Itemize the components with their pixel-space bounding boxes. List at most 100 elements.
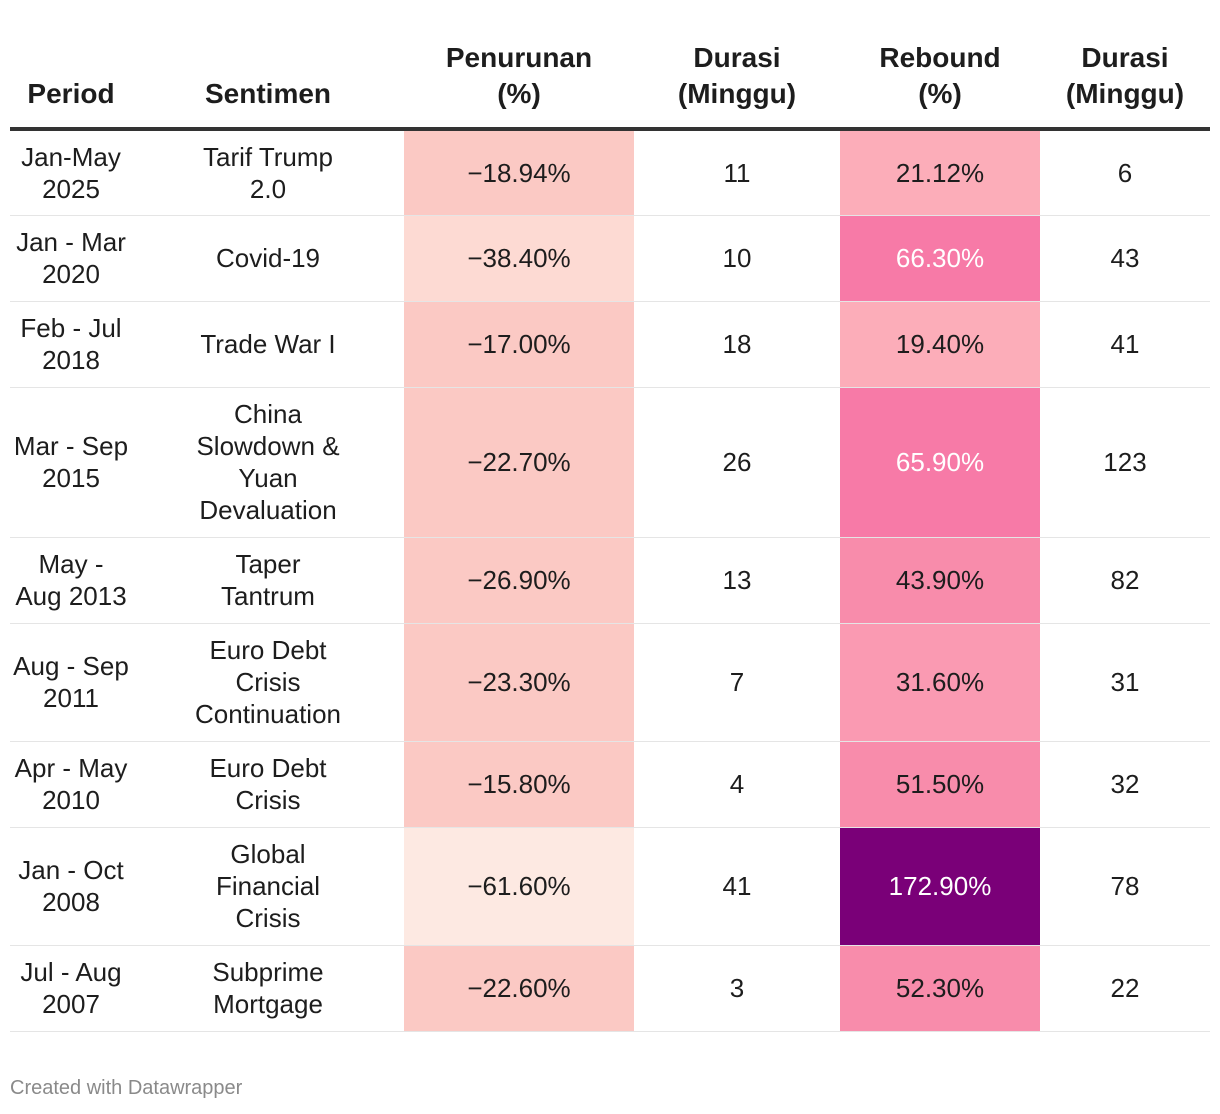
header-row: Period Sentimen Penurunan (%) Durasi (Ming… bbox=[10, 40, 1210, 131]
header-period-label: Period bbox=[27, 78, 115, 109]
cell-rebound: 21.12% bbox=[840, 129, 1040, 216]
footer-credit: Created with Datawrapper bbox=[10, 1077, 243, 1099]
cell-durasi-penurunan: 26 bbox=[634, 387, 840, 538]
sentimen-line: Subprime bbox=[212, 957, 324, 987]
cell-penurunan: −17.00% bbox=[404, 301, 634, 388]
cell-penurunan: −22.70% bbox=[404, 387, 634, 538]
sentimen-line: Crisis bbox=[235, 785, 301, 815]
cell-sentimen: Tarif Trump 2.0 bbox=[132, 129, 404, 216]
sentimen-line: Devaluation bbox=[199, 495, 337, 525]
header-rebound[interactable]: Rebound (%) bbox=[840, 40, 1040, 131]
cell-penurunan: −18.94% bbox=[404, 129, 634, 216]
sentimen-line: Tantrum bbox=[221, 581, 315, 611]
header-sentimen[interactable]: Sentimen bbox=[132, 40, 404, 131]
table-row: Aug - Sep 2011 Euro Debt Crisis Continuation… bbox=[10, 623, 1210, 742]
period-line: Mar - Sep bbox=[13, 431, 129, 461]
cell-rebound: 65.90% bbox=[840, 387, 1040, 538]
cell-durasi-penurunan: 11 bbox=[634, 129, 840, 216]
cell-sentimen: China Slowdown & Yuan Devaluation bbox=[132, 387, 404, 538]
cell-penurunan: −26.90% bbox=[404, 537, 634, 624]
sentimen-line: Crisis bbox=[235, 667, 301, 697]
cell-penurunan: −61.60% bbox=[404, 827, 634, 946]
cell-period: Aug - Sep 2011 bbox=[10, 623, 132, 742]
cell-penurunan: −15.80% bbox=[404, 741, 634, 828]
period-line: Jan - Oct bbox=[18, 855, 124, 885]
header-rebound-line2: (%) bbox=[918, 78, 962, 109]
cell-sentimen: Euro Debt Crisis Continuation bbox=[132, 623, 404, 742]
cell-period: Feb - Jul 2018 bbox=[10, 301, 132, 388]
period-line: Aug 2013 bbox=[15, 581, 127, 611]
sentimen-line: Mortgage bbox=[213, 989, 323, 1019]
period-line: 2010 bbox=[42, 785, 100, 815]
period-line: Jul - Aug bbox=[20, 957, 122, 987]
cell-period: Jan - Mar 2020 bbox=[10, 215, 132, 302]
sentimen-line: Crisis bbox=[235, 903, 301, 933]
period-line: Feb - Jul bbox=[20, 313, 122, 343]
cell-sentimen: Subprime Mortgage bbox=[132, 945, 404, 1032]
cell-period: Apr - May 2010 bbox=[10, 741, 132, 828]
cell-sentimen: Trade War I bbox=[132, 301, 404, 388]
sentimen-line: Covid-19 bbox=[215, 243, 321, 273]
header-penurunan-line2: (%) bbox=[497, 78, 541, 109]
sentimen-line: China bbox=[234, 399, 302, 429]
header-penurunan-line1: Penurunan bbox=[445, 42, 593, 73]
cell-period: May - Aug 2013 bbox=[10, 537, 132, 624]
cell-sentimen: Global Financial Crisis bbox=[132, 827, 404, 946]
cell-durasi-rebound: 43 bbox=[1040, 215, 1210, 302]
cell-rebound: 172.90% bbox=[840, 827, 1040, 946]
cell-durasi-penurunan: 10 bbox=[634, 215, 840, 302]
cell-period: Jan-May 2025 bbox=[10, 129, 132, 216]
table-row: Jan - Oct 2008 Global Financial Crisis −61.60… bbox=[10, 827, 1210, 946]
data-table-container: Period Sentimen Penurunan (%) Durasi (Ming… bbox=[10, 40, 1210, 1032]
period-line: Aug - Sep bbox=[13, 651, 129, 681]
table-row: Jul - Aug 2007 Subprime Mortgage −22.60% 3 52.… bbox=[10, 945, 1210, 1032]
cell-durasi-rebound: 22 bbox=[1040, 945, 1210, 1032]
cell-sentimen: Taper Tantrum bbox=[132, 537, 404, 624]
period-line: 2015 bbox=[42, 463, 100, 493]
table-row: Mar - Sep 2015 China Slowdown & Yuan Devaluat… bbox=[10, 387, 1210, 538]
table-row: May - Aug 2013 Taper Tantrum −26.90% 13 43.90%… bbox=[10, 537, 1210, 624]
header-period[interactable]: Period bbox=[10, 40, 132, 131]
cell-durasi-rebound: 32 bbox=[1040, 741, 1210, 828]
table-row: Jan - Mar 2020 Covid-19 −38.40% 10 66.30% 43 bbox=[10, 215, 1210, 302]
period-line: 2007 bbox=[42, 989, 100, 1019]
header-penurunan[interactable]: Penurunan (%) bbox=[404, 40, 634, 131]
cell-period: Jul - Aug 2007 bbox=[10, 945, 132, 1032]
table-row: Jan-May 2025 Tarif Trump 2.0 −18.94% 11 21.12%… bbox=[10, 129, 1210, 216]
cell-period: Mar - Sep 2015 bbox=[10, 387, 132, 538]
header-durasi-1-line1: Durasi bbox=[693, 42, 781, 73]
cell-durasi-penurunan: 41 bbox=[634, 827, 840, 946]
cell-durasi-rebound: 41 bbox=[1040, 301, 1210, 388]
period-line: May - bbox=[38, 549, 104, 579]
sentimen-line: Slowdown & bbox=[196, 431, 340, 461]
table-row: Feb - Jul 2018 Trade War I −17.00% 18 19.40% 4… bbox=[10, 301, 1210, 388]
cell-sentimen: Euro Debt Crisis bbox=[132, 741, 404, 828]
period-line: Jan-May bbox=[21, 141, 121, 172]
cell-durasi-penurunan: 7 bbox=[634, 623, 840, 742]
period-line: 2020 bbox=[42, 259, 100, 289]
cell-sentimen: Covid-19 bbox=[132, 215, 404, 302]
table-row: Apr - May 2010 Euro Debt Crisis −15.80% 4 51.5… bbox=[10, 741, 1210, 828]
sentimen-line: Continuation bbox=[195, 699, 341, 729]
header-durasi-1[interactable]: Durasi (Minggu) bbox=[634, 40, 840, 131]
header-durasi-2-line1: Durasi bbox=[1081, 42, 1169, 73]
cell-rebound: 19.40% bbox=[840, 301, 1040, 388]
cell-durasi-rebound: 82 bbox=[1040, 537, 1210, 624]
cell-durasi-rebound: 6 bbox=[1040, 129, 1210, 216]
sentimen-line: Yuan bbox=[238, 463, 298, 493]
cell-penurunan: −23.30% bbox=[404, 623, 634, 742]
sentimen-line: Trade War I bbox=[200, 329, 336, 359]
cell-durasi-rebound: 31 bbox=[1040, 623, 1210, 742]
header-durasi-2[interactable]: Durasi (Minggu) bbox=[1040, 40, 1210, 131]
header-sentimen-label: Sentimen bbox=[204, 78, 332, 109]
cell-durasi-penurunan: 3 bbox=[634, 945, 840, 1032]
period-line: Apr - May bbox=[14, 753, 128, 783]
cell-rebound: 43.90% bbox=[840, 537, 1040, 624]
cell-penurunan: −38.40% bbox=[404, 215, 634, 302]
period-line: 2018 bbox=[42, 345, 100, 375]
period-line: 2011 bbox=[43, 683, 99, 713]
header-durasi-1-line2: (Minggu) bbox=[677, 78, 797, 109]
sentimen-line: Euro Debt bbox=[209, 753, 327, 783]
cell-penurunan: −22.60% bbox=[404, 945, 634, 1032]
cell-rebound: 31.60% bbox=[840, 623, 1040, 742]
